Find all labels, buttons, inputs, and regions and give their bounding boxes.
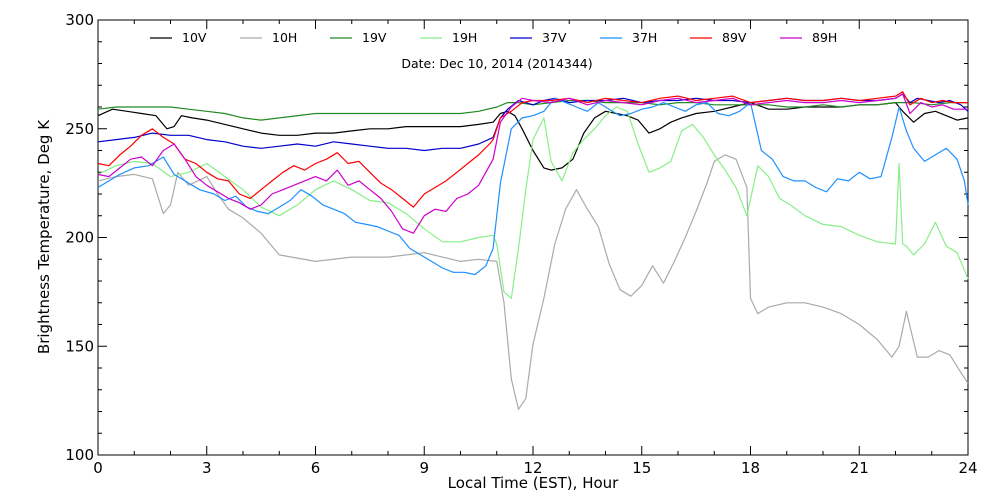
legend-label-89v: 89V [722,30,747,45]
x-tick-label: 15 [632,459,651,477]
y-axis-label: Brightness Temperature, Deg K [35,119,53,354]
series-line-37h [97,97,969,276]
x-tick-label: 0 [93,459,103,477]
legend-label-19h: 19H [452,30,477,45]
axis-ticks: 0 3 6 9 12 15 18 21 24 100 150 200 250 300 [65,11,977,477]
x-tick-label: 9 [419,459,429,477]
x-tick-label: 12 [523,459,542,477]
series-lines [97,91,969,410]
plot-frame [97,19,969,456]
series-line-89h [97,93,968,234]
y-tick-label: 250 [65,120,94,138]
series-line-19h [97,106,969,299]
series-line-89v [97,91,968,208]
legend-label-10v: 10V [182,30,207,45]
legend-label-37v: 37V [542,30,567,45]
y-tick-label: 200 [65,229,94,247]
y-tick-label: 100 [65,446,94,464]
legend: 10V 10H 19V 19H 37V 37H 89V 89H [150,30,837,45]
series-line-10h [97,154,969,410]
series-line-10v [97,101,969,171]
legend-label-37h: 37H [632,30,657,45]
chart-subtitle: Date: Dec 10, 2014 (2014344) [401,56,592,71]
x-tick-label: 6 [311,459,321,477]
y-tick-label: 150 [65,337,94,355]
x-axis-label: Local Time (EST), Hour [448,474,619,492]
legend-label-19v: 19V [362,30,387,45]
x-tick-label: 24 [958,459,977,477]
x-tick-label: 18 [741,459,760,477]
y-tick-label: 300 [65,11,94,29]
x-tick-label: 3 [202,459,212,477]
x-tick-label: 21 [850,459,869,477]
series-line-19v [97,99,968,121]
legend-label-89h: 89H [812,30,837,45]
legend-label-10h: 10H [272,30,297,45]
